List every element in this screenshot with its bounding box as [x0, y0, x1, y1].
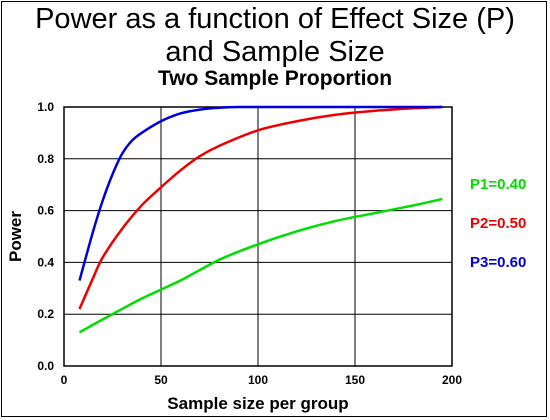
x-tick-label: 100	[248, 373, 268, 387]
x-axis-label: Sample size per group	[167, 394, 348, 413]
legend-entry: P3=0.60	[470, 254, 527, 271]
y-tick-label: 0.8	[37, 152, 54, 166]
chart-subtitle: Two Sample Proportion	[157, 67, 393, 90]
series-line-p3-0-60	[78, 105, 443, 281]
legend-entry: P2=0.50	[470, 215, 527, 232]
y-tick-label: 0.6	[37, 204, 54, 218]
y-tick-label: 0.4	[37, 255, 54, 269]
x-tick-label: 50	[154, 373, 168, 387]
x-tick-label: 0	[61, 373, 68, 387]
y-tick-label: 0.0	[37, 359, 54, 373]
x-tick-label: 150	[345, 373, 365, 387]
series-line-p1-0-40	[78, 197, 443, 334]
chart-title-line1: Power as a function of Effect Size (P)	[35, 3, 515, 35]
series-line-p2-0-50	[78, 105, 443, 310]
y-tick-label: 0.2	[37, 307, 54, 321]
x-tick-label: 200	[442, 373, 462, 387]
chart-title-line2: and Sample Size	[165, 36, 385, 68]
y-tick-label: 1.0	[37, 100, 54, 114]
y-axis-label: Power	[6, 211, 25, 262]
legend-entry: P1=0.40	[470, 176, 527, 193]
